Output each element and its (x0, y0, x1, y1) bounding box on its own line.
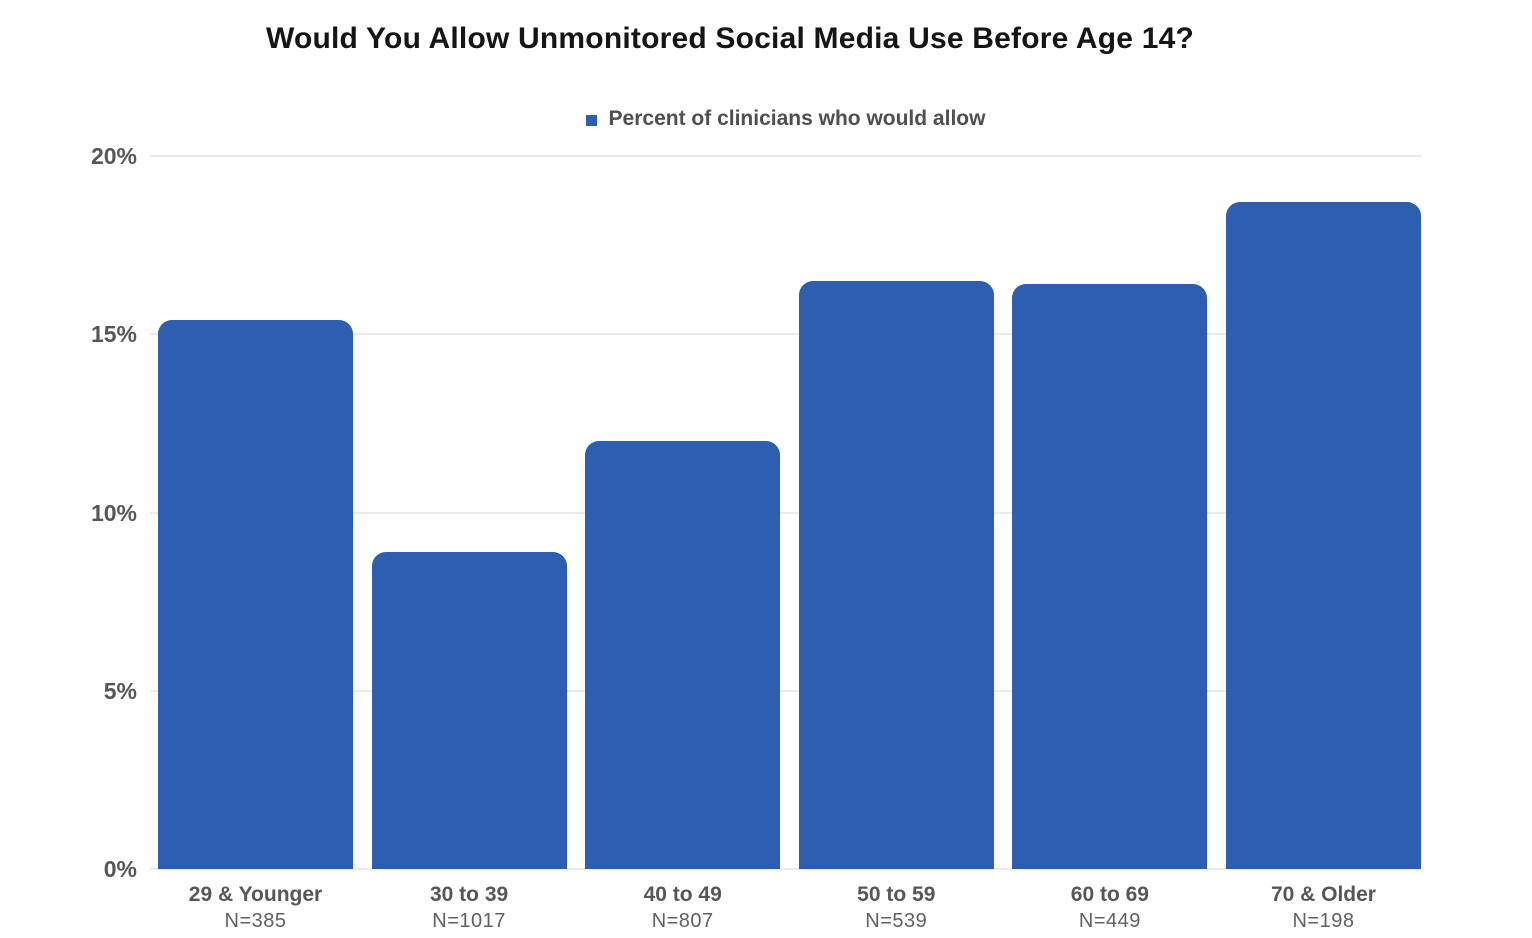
bar-29-younger (158, 320, 353, 869)
gridline-15pct (150, 333, 1421, 336)
category-label: 70 & Older (1270, 883, 1376, 906)
sample-size-label: N=198 (1292, 910, 1355, 932)
category-label: 50 to 59 (857, 883, 936, 906)
x-axis-label-70-older: 70 & Older N=198 (1226, 882, 1421, 934)
category-label: 30 to 39 (429, 883, 509, 906)
plot-area: 0% 5% 10% 15% 20% 29 & Younger N=385 30 to 39 N… (91, 143, 1421, 932)
x-axis: 29 & Younger N=385 30 to 39 N=1017 40 to 49 N… (150, 882, 1421, 934)
x-axis-label-60-to-69: 60 to 69 N=449 (1012, 882, 1207, 934)
gridline-5pct (150, 689, 1421, 692)
y-axis-tick-label-10: 10% (90, 499, 137, 526)
bar-70-older (1225, 202, 1421, 869)
category-label: 40 to 49 (643, 883, 722, 906)
x-axis-label-29-younger: 29 & Younger N=385 (158, 882, 353, 934)
category-label: 29 & Younger (188, 883, 323, 906)
legend: Percent of clinicians who would allow (150, 107, 1421, 131)
bar-60-to-69 (1012, 284, 1208, 869)
legend-square-marker-icon (585, 114, 597, 126)
y-axis-tick-label-15: 15% (90, 321, 137, 348)
sample-size-label: N=449 (1078, 910, 1141, 932)
x-axis-label-40-to-49: 40 to 49 N=807 (585, 882, 780, 934)
y-axis-tick-label-20: 20% (90, 143, 137, 169)
category-label: 60 to 69 (1070, 883, 1149, 906)
x-axis-label-50-to-59: 50 to 59 N=539 (799, 882, 994, 934)
bar-30-to-39 (371, 551, 567, 869)
y-axis-tick-label-0: 0% (103, 856, 137, 882)
x-axis-label-30-to-39: 30 to 39 N=1017 (372, 882, 567, 934)
chart-title: Would You Allow Unmonitored Social Media… (265, 22, 1195, 55)
sample-size-label: N=807 (651, 910, 714, 932)
gridline-0pct (150, 868, 1421, 870)
legend-series-label: Percent of clinicians who would allow (608, 107, 986, 130)
y-axis-tick-label-5: 5% (103, 677, 137, 704)
sample-size-label: N=539 (865, 910, 928, 932)
sample-size-label: N=1017 (432, 910, 506, 932)
gridline-20pct (150, 155, 1421, 157)
sample-size-label: N=385 (224, 910, 287, 932)
bar-50-to-59 (798, 280, 994, 869)
bar-40-to-49 (585, 441, 781, 869)
gridline-10pct (150, 511, 1421, 514)
bar-series (150, 156, 1421, 869)
